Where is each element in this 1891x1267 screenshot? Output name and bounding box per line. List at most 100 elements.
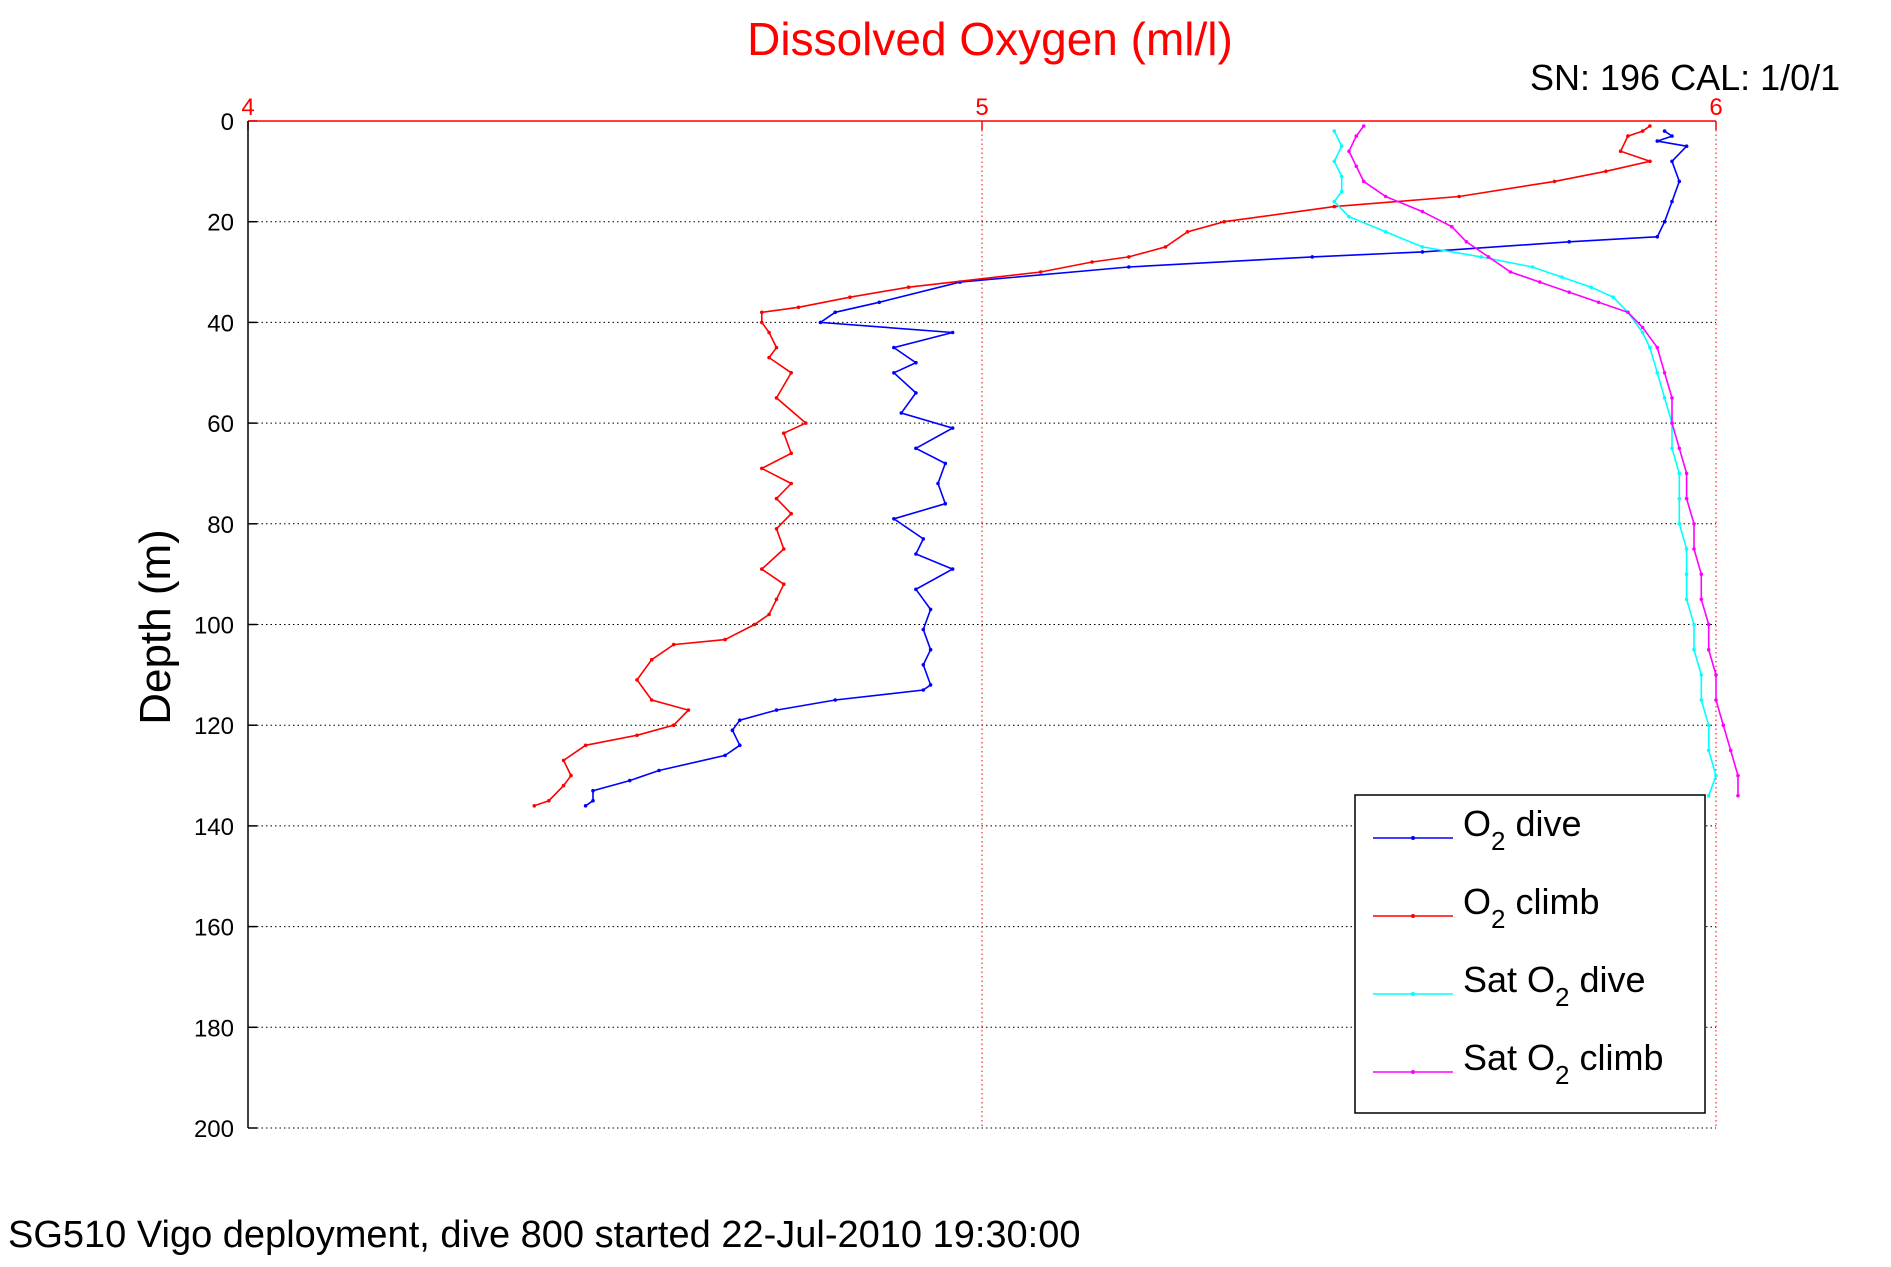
data-point <box>1450 224 1454 229</box>
data-point <box>1677 522 1682 526</box>
series-o2-climb <box>532 124 1653 808</box>
y-tick-label: 180 <box>194 1015 234 1042</box>
y-tick-label: 140 <box>194 814 234 841</box>
data-point <box>1648 159 1652 164</box>
data-point <box>1670 159 1674 164</box>
data-point <box>782 431 786 436</box>
y-tick-label: 120 <box>194 713 234 740</box>
data-point <box>1677 496 1682 501</box>
data-point <box>928 647 933 652</box>
data-point <box>914 446 918 451</box>
data-point <box>943 501 948 506</box>
data-point <box>760 320 764 325</box>
serial-cal-label: SN: 196 CAL: 1/0/1 <box>1530 57 1840 98</box>
data-point <box>1383 194 1388 199</box>
x-tick-label: 5 <box>975 94 988 121</box>
data-point <box>1332 204 1337 209</box>
data-point <box>950 426 955 430</box>
legend-swatch-marker <box>1411 992 1415 996</box>
data-point <box>1648 124 1652 128</box>
x-tick-label: 6 <box>1709 94 1722 121</box>
data-point <box>1038 270 1043 274</box>
data-point <box>1127 255 1131 259</box>
data-point <box>561 758 566 763</box>
data-point <box>782 582 786 586</box>
data-point <box>1706 793 1711 798</box>
legend-swatch-marker <box>1411 1070 1415 1074</box>
data-point <box>649 698 654 702</box>
y-tick-label: 20 <box>207 210 234 237</box>
data-point <box>950 567 955 571</box>
data-point <box>723 753 727 758</box>
data-point <box>1538 280 1542 284</box>
data-point <box>1670 199 1674 204</box>
data-point <box>1420 250 1425 254</box>
data-point <box>1618 149 1623 153</box>
legend-swatch-marker <box>1411 836 1415 840</box>
data-point <box>774 708 779 712</box>
data-point <box>1420 245 1425 249</box>
y-tick-label: 100 <box>194 613 234 640</box>
y-tick-label: 80 <box>207 512 234 539</box>
data-point <box>1706 622 1711 627</box>
data-point <box>1464 240 1469 244</box>
data-point <box>906 285 911 290</box>
data-point <box>686 708 691 712</box>
dive-caption: SG510 Vigo deployment, dive 800 started … <box>8 1214 1080 1256</box>
y-axis-label: Depth (m) <box>131 529 180 725</box>
data-point <box>767 612 771 617</box>
data-point <box>921 688 926 692</box>
legend-label: O2 dive <box>1463 803 1582 856</box>
data-point <box>1670 446 1674 451</box>
data-point <box>671 642 676 647</box>
chart-title: Dissolved Oxygen (ml/l) <box>747 13 1233 65</box>
data-point <box>928 607 933 612</box>
data-point <box>1332 199 1337 204</box>
data-point <box>877 300 881 305</box>
legend-swatch-marker <box>1411 914 1415 918</box>
data-point <box>796 305 801 310</box>
data-point <box>1640 129 1645 133</box>
data-point <box>657 768 661 773</box>
data-point <box>1339 144 1344 148</box>
data-point <box>782 547 786 551</box>
data-point <box>928 683 933 687</box>
data-point <box>774 396 779 400</box>
data-point <box>1508 270 1513 274</box>
data-point <box>1655 345 1660 350</box>
data-point <box>1699 673 1704 677</box>
data-point <box>547 798 551 803</box>
data-point <box>532 804 537 808</box>
data-point <box>561 783 566 788</box>
data-point <box>1714 773 1718 778</box>
data-point <box>921 627 926 632</box>
data-point <box>1626 134 1630 138</box>
y-tick-label: 0 <box>221 109 234 136</box>
data-point <box>1339 189 1344 194</box>
data-point <box>1332 159 1337 164</box>
data-point <box>943 461 948 466</box>
data-point <box>1736 793 1740 798</box>
data-point <box>1662 371 1667 375</box>
y-tick-label: 40 <box>207 310 234 337</box>
data-point <box>1692 547 1696 551</box>
data-point <box>1361 124 1366 128</box>
data-point <box>1736 773 1740 778</box>
data-point <box>1383 230 1388 234</box>
data-point <box>1339 174 1344 179</box>
data-point <box>899 411 904 415</box>
data-point <box>1648 345 1652 350</box>
data-point <box>1706 748 1711 753</box>
data-point <box>1420 209 1425 214</box>
data-point <box>848 295 852 300</box>
y-tick-label: 200 <box>194 1116 234 1143</box>
data-point <box>892 345 896 350</box>
data-point <box>914 552 918 556</box>
data-point <box>591 788 595 793</box>
data-point <box>569 773 573 778</box>
data-point <box>635 733 639 738</box>
data-point <box>1347 149 1351 153</box>
data-point <box>804 421 808 425</box>
data-point <box>1684 471 1689 476</box>
data-point <box>892 371 896 375</box>
